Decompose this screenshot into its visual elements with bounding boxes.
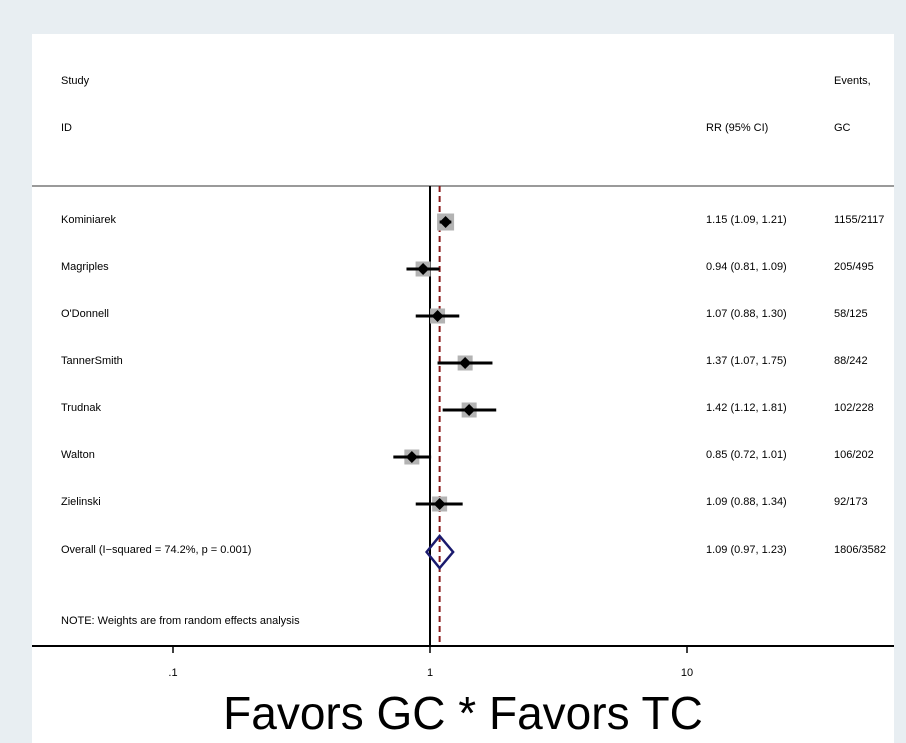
study-name: Kominiarek [61, 214, 117, 226]
study-name: Trudnak [61, 402, 101, 414]
header-gc: GC [834, 122, 851, 134]
header-rr: RR (95% CI) [706, 122, 769, 134]
study-rr-text: 0.85 (0.72, 1.01) [706, 449, 787, 461]
x-tick-label: .1 [168, 667, 177, 679]
study-events: 106/202 [834, 449, 874, 461]
forest-plot-panel: .1 1 10 Study ID RR (95% CI) Events, GC Ko… [32, 34, 894, 743]
header-study: Study [61, 75, 90, 87]
study-rr-text: 1.07 (0.88, 1.30) [706, 308, 787, 320]
study-rr-text: 0.94 (0.81, 1.09) [706, 261, 787, 273]
point-estimate-marker [463, 404, 476, 416]
overall-label: Overall (I−squared = 74.2%, p = 0.001) [61, 544, 252, 556]
study-rr-text: 1.09 (0.88, 1.34) [706, 496, 787, 508]
study-name: Zielinski [61, 496, 101, 508]
point-estimate-marker [439, 216, 452, 228]
study-events: 92/173 [834, 496, 868, 508]
point-estimate-marker [433, 498, 446, 510]
overall-events: 1806/3582 [834, 544, 886, 556]
x-tick-label: 10 [681, 667, 693, 679]
study-name: O'Donnell [61, 308, 109, 320]
study-rr-text: 1.42 (1.12, 1.81) [706, 402, 787, 414]
forest-plot-svg: .1 1 10 [32, 185, 894, 679]
study-name: TannerSmith [61, 355, 123, 367]
study-rr-text: 1.15 (1.09, 1.21) [706, 214, 787, 226]
overall-diamond [424, 534, 455, 570]
weights-note: NOTE: Weights are from random effects an… [61, 615, 300, 627]
favors-caption: Favors GC * Favors TC [223, 687, 703, 739]
study-events: 58/125 [834, 308, 868, 320]
study-events: 88/242 [834, 355, 868, 367]
point-estimate-marker [431, 310, 444, 322]
study-rr-text: 1.37 (1.07, 1.75) [706, 355, 787, 367]
study-name: Magriples [61, 261, 109, 273]
overall-rr-text: 1.09 (0.97, 1.23) [706, 544, 787, 556]
study-events: 102/228 [834, 402, 874, 414]
point-estimate-marker [417, 263, 430, 275]
study-events: 1155/2117 [834, 214, 885, 226]
header-id: ID [61, 122, 72, 134]
header-events: Events, [834, 75, 871, 87]
x-tick-label: 1 [427, 667, 433, 679]
study-events: 205/495 [834, 261, 874, 273]
point-estimate-marker [459, 357, 472, 369]
point-estimate-marker [405, 451, 418, 463]
study-name: Walton [61, 449, 95, 461]
